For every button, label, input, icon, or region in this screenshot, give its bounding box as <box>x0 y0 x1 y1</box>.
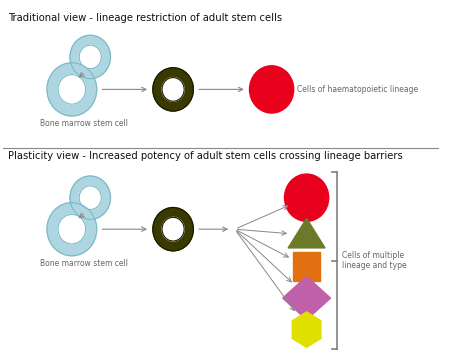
Circle shape <box>58 214 86 244</box>
Circle shape <box>153 208 193 251</box>
Text: Plasticity view - Increased potency of adult stem cells crossing lineage barrier: Plasticity view - Increased potency of a… <box>9 151 403 161</box>
Polygon shape <box>288 218 325 248</box>
Circle shape <box>47 203 97 256</box>
Circle shape <box>79 186 101 209</box>
Text: Bone marrow stem cell: Bone marrow stem cell <box>40 119 128 128</box>
Polygon shape <box>283 277 330 320</box>
Circle shape <box>162 78 184 101</box>
Circle shape <box>58 75 86 104</box>
Circle shape <box>153 68 193 111</box>
Circle shape <box>249 66 294 113</box>
Text: Traditional view - lineage restriction of adult stem cells: Traditional view - lineage restriction o… <box>9 12 283 23</box>
Polygon shape <box>292 312 321 347</box>
Text: Cells of haematopoietic lineage: Cells of haematopoietic lineage <box>297 85 419 94</box>
Circle shape <box>47 63 97 116</box>
Circle shape <box>79 45 101 69</box>
Text: Bone marrow stem cell: Bone marrow stem cell <box>40 259 128 268</box>
Circle shape <box>162 218 184 241</box>
FancyBboxPatch shape <box>293 252 320 281</box>
Circle shape <box>70 35 110 79</box>
Circle shape <box>284 174 328 221</box>
Text: Cells of multiple
lineage and type: Cells of multiple lineage and type <box>342 251 406 271</box>
Circle shape <box>70 176 110 219</box>
